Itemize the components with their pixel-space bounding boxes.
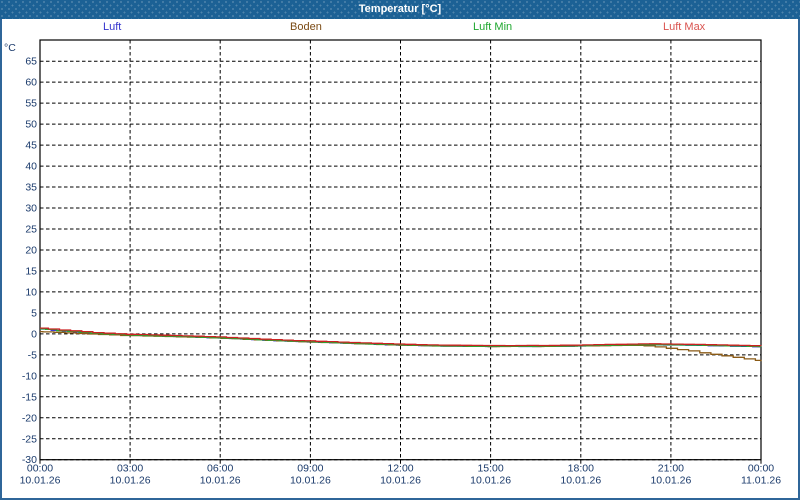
svg-text:50: 50 — [25, 119, 37, 131]
svg-text:15: 15 — [25, 265, 37, 277]
svg-text:65: 65 — [25, 56, 37, 68]
svg-text:60: 60 — [25, 77, 37, 89]
svg-text:25: 25 — [25, 224, 37, 236]
svg-text:40: 40 — [25, 161, 37, 173]
svg-text:15:00: 15:00 — [477, 463, 503, 475]
svg-text:10.01.26: 10.01.26 — [200, 475, 241, 487]
svg-text:-20: -20 — [22, 412, 37, 424]
svg-text:21:00: 21:00 — [658, 463, 684, 475]
svg-text:11.01.26: 11.01.26 — [741, 475, 781, 487]
svg-text:10.01.26: 10.01.26 — [380, 475, 421, 487]
svg-text:10.01.26: 10.01.26 — [290, 475, 331, 487]
svg-text:10.01.26: 10.01.26 — [20, 475, 61, 487]
svg-text:55: 55 — [25, 98, 37, 110]
svg-text:-10: -10 — [22, 370, 37, 382]
svg-text:09:00: 09:00 — [297, 463, 323, 475]
svg-text:06:00: 06:00 — [207, 463, 233, 475]
svg-text:10: 10 — [25, 286, 37, 298]
svg-text:-15: -15 — [22, 391, 37, 403]
svg-text:00:00: 00:00 — [748, 463, 774, 475]
svg-text:18:00: 18:00 — [568, 463, 594, 475]
svg-text:12:00: 12:00 — [387, 463, 413, 475]
svg-text:10.01.26: 10.01.26 — [470, 475, 511, 487]
svg-text:00:00: 00:00 — [27, 463, 53, 475]
svg-text:°C: °C — [4, 42, 16, 54]
svg-text:10.01.26: 10.01.26 — [650, 475, 691, 487]
svg-text:-25: -25 — [22, 433, 37, 445]
svg-text:03:00: 03:00 — [117, 463, 143, 475]
svg-text:10.01.26: 10.01.26 — [110, 475, 151, 487]
svg-text:-5: -5 — [28, 349, 37, 361]
svg-text:20: 20 — [25, 244, 37, 256]
svg-text:35: 35 — [25, 182, 37, 194]
svg-text:30: 30 — [25, 203, 37, 215]
svg-text:45: 45 — [25, 140, 37, 152]
svg-text:5: 5 — [31, 307, 37, 319]
svg-text:0: 0 — [31, 328, 37, 340]
svg-text:10.01.26: 10.01.26 — [560, 475, 601, 487]
